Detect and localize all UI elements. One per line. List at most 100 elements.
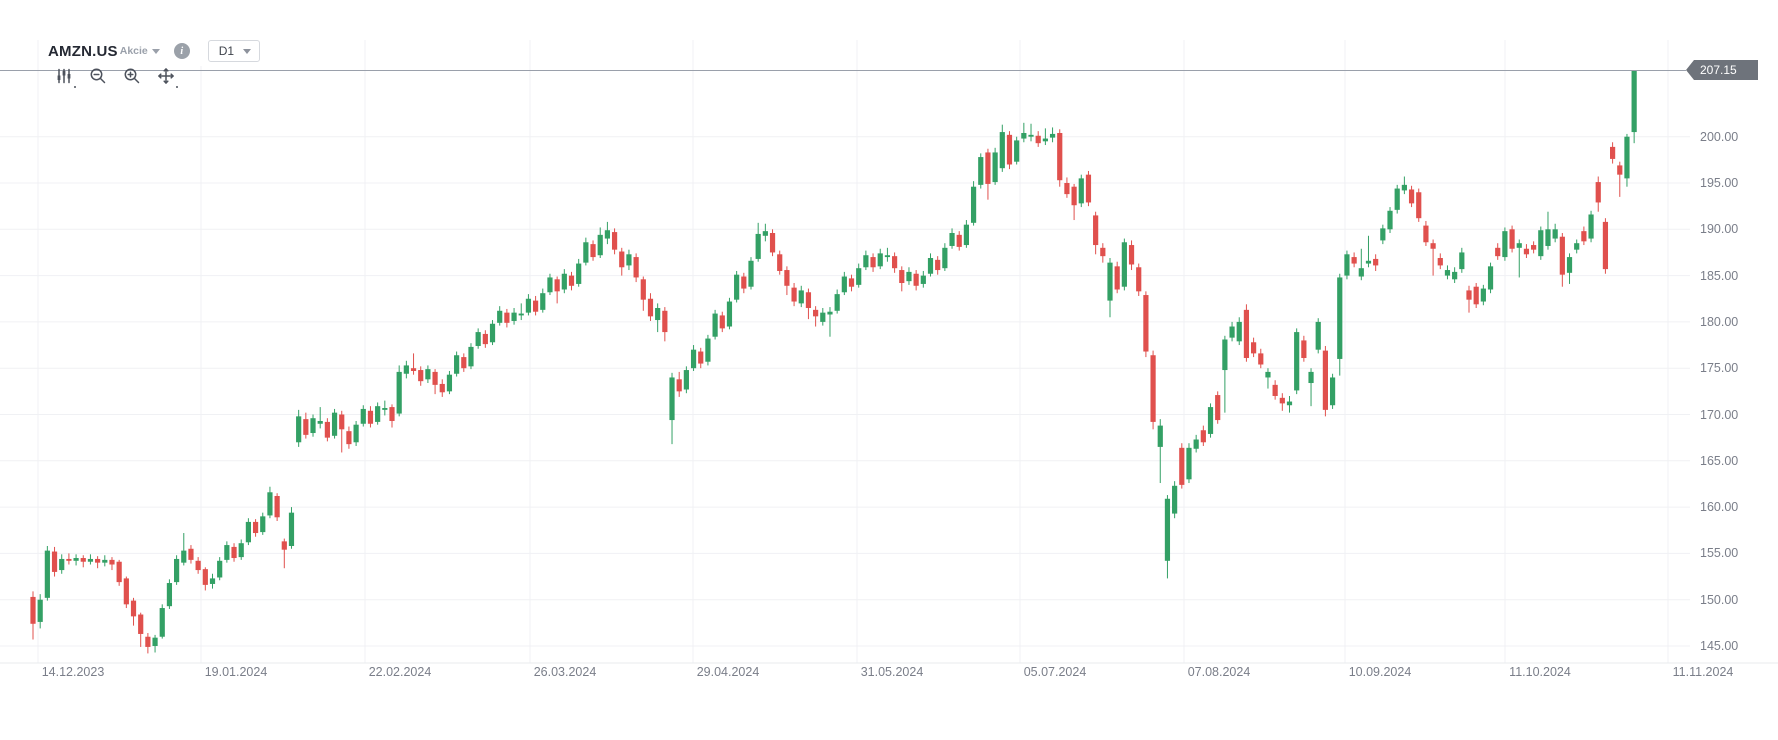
candle-body [1286,401,1293,406]
candle-body [662,310,668,333]
candle-body [1279,397,1285,404]
candle-body [870,257,876,268]
candle-body [1423,225,1429,243]
chevron-down-icon [151,48,160,54]
candle-body [1200,430,1206,443]
candle-body [202,569,208,585]
zoom-out-icon [90,68,106,84]
candle-body [1258,353,1264,365]
candle-body [1631,70,1637,133]
candle-body [51,551,58,572]
candle-body [1538,230,1544,257]
zoom-in-button[interactable] [120,64,144,88]
candle-body [1394,188,1400,210]
candle-body [927,258,934,274]
candle-body [403,365,409,374]
candle-body [1373,258,1379,266]
candle-body [389,407,395,421]
candle-body [726,301,733,327]
candle-body [339,414,345,430]
candle-body [525,298,532,313]
symbol-selector[interactable]: AMZN.US Akcie [48,43,160,60]
candle-body [1473,286,1479,305]
candle-body [195,560,201,571]
candle-body [769,233,776,253]
candle-body [44,550,50,598]
candle-body [181,550,187,563]
candle-body [1329,377,1336,406]
candle-body [217,560,223,578]
candle-body [116,561,122,583]
candle-body [640,279,646,300]
zoom-out-button[interactable] [86,64,110,88]
symbol-name: AMZN.US [48,42,118,60]
date-label: 22.02.2024 [368,665,432,679]
price-label: 180.00 [1700,314,1739,329]
indicators-button[interactable] [52,64,76,88]
candle-body [382,408,388,410]
candle-body [432,371,438,385]
chevron-down-icon [243,48,252,54]
candle-body [999,132,1005,169]
candle-body [317,420,323,424]
price-label: 200.00 [1700,129,1739,144]
date-label: 31.05.2024 [860,665,924,679]
info-icon[interactable]: i [173,43,190,59]
candle-body [762,231,768,236]
candle-body [698,351,704,364]
candle-body [1265,371,1271,378]
candle-body [568,275,575,286]
candle-body [1624,136,1630,179]
candle-body [360,408,366,424]
candle-body [504,312,510,323]
candle-body [992,152,998,183]
candle-body [935,259,941,271]
candle-body [1495,247,1501,257]
candle-body [1236,321,1242,342]
candle-body [906,271,912,282]
candle-body [1222,339,1228,371]
candle-body [1193,439,1199,449]
candle-body [1093,215,1099,246]
candle-body [777,254,783,271]
timeframe-selector[interactable]: D1 [207,40,261,62]
candle-body [1487,266,1494,290]
candle-body [956,234,962,247]
candle-body [130,600,137,617]
candle-body [331,412,338,436]
candle-body [1251,342,1257,354]
candle-body [324,421,330,438]
candle-body [561,273,567,290]
candle-body [511,312,517,321]
candle-body [604,230,610,239]
candle-body [554,279,560,292]
candle-body [1014,140,1020,162]
candle-body [1057,132,1063,181]
candle-body [734,274,740,300]
candle-body [1172,485,1178,514]
candle-body [1006,134,1013,165]
candle-body [518,313,524,316]
candle-body [784,270,790,286]
candle-body [1049,133,1056,138]
candle-body [260,516,266,533]
candle-body [1574,243,1580,250]
candle-body [1365,260,1372,264]
candle-body [978,157,984,185]
candle-body [267,492,273,516]
candle-body [1308,371,1314,384]
candle-body [188,548,194,560]
candle-body [375,406,381,422]
price-label: 185.00 [1700,268,1739,283]
candle-body [1028,134,1034,137]
candle-body [1387,210,1393,230]
pan-button[interactable] [154,64,178,88]
candle-body [1186,447,1192,480]
candle-body [1179,447,1185,485]
timeframe-value: D1 [218,44,235,58]
candle-body [1452,271,1458,280]
candle-body [748,260,754,287]
